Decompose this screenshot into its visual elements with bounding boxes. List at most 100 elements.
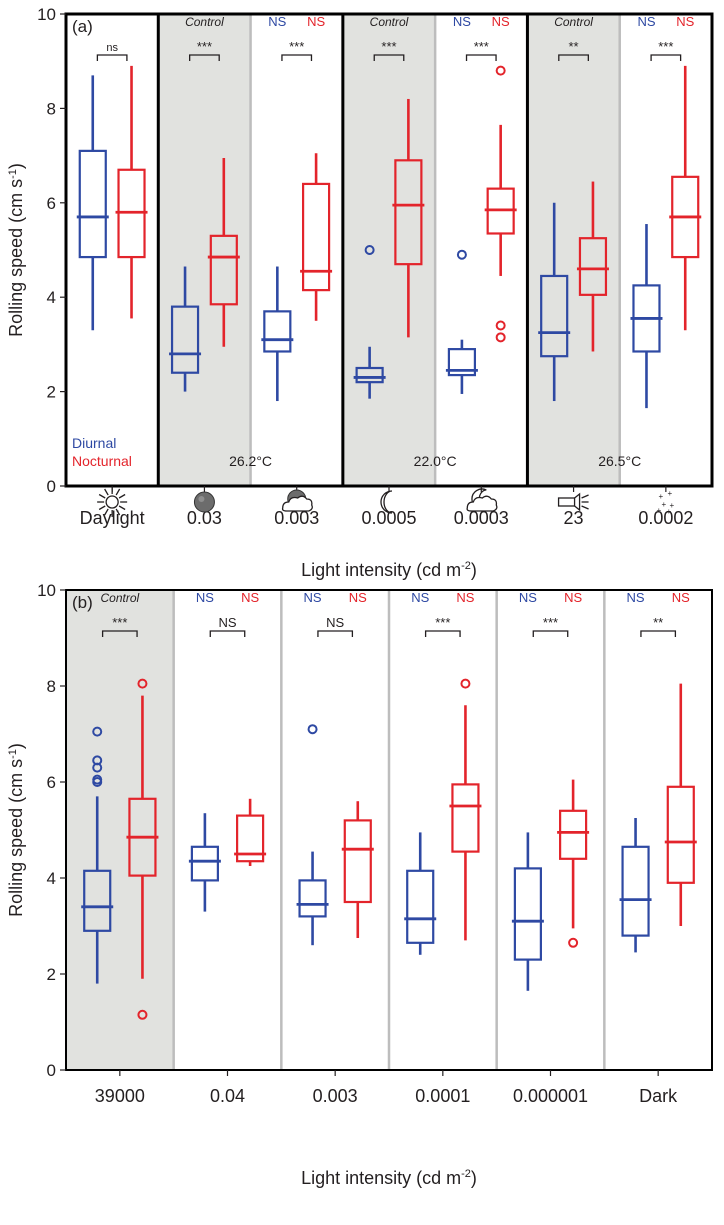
iqr-box	[355, 366, 384, 384]
moon-shade	[198, 496, 205, 502]
temperature-label: 26.2°C	[229, 453, 272, 469]
nocturnal-box	[576, 181, 609, 352]
full-moon-icon	[193, 491, 215, 513]
y-tick-label: 2	[47, 383, 56, 402]
nocturnal-box	[300, 153, 333, 321]
cloudy-moon-icon	[281, 489, 313, 512]
nocturnal-box	[207, 157, 240, 347]
cloud-shape	[281, 495, 313, 512]
star-glyph: +	[657, 506, 662, 515]
y-tick-label: 0	[47, 1061, 56, 1080]
outlier-point	[92, 774, 103, 785]
iqr-box	[451, 783, 480, 853]
iqr-box	[170, 305, 200, 374]
iqr-box	[263, 310, 292, 353]
diurnal-ns-note: NS	[637, 14, 655, 29]
iqr-box	[621, 845, 650, 937]
iqr-box	[447, 348, 477, 377]
diurnal-box	[619, 818, 652, 953]
diurnal-ns-note: NS	[411, 590, 429, 605]
significance-bracket	[640, 630, 677, 637]
diurnal-box	[188, 813, 221, 912]
x-tick-label: 23	[564, 508, 584, 528]
cloud-shape	[466, 495, 498, 512]
nocturnal-ns-note: NS	[349, 590, 367, 605]
x-tick-label: 0.0001	[415, 1086, 470, 1106]
shaded-region	[342, 14, 436, 486]
significance-bracket	[317, 630, 354, 637]
iqr-box	[298, 879, 327, 918]
star-glyph: +	[670, 501, 675, 510]
nocturnal-box	[669, 65, 702, 331]
temperature-label: 22.0°C	[414, 453, 457, 469]
x-tick-label: 0.0003	[454, 508, 509, 528]
iqr-box	[666, 785, 695, 884]
panel-a: 0 2 4 6 8 10 Rolling speed (cm s-1) Light inten…	[6, 5, 714, 580]
shaded-region	[527, 14, 620, 486]
significance-label: ***	[474, 39, 489, 54]
sun-ray	[118, 493, 126, 499]
diurnal-box	[538, 202, 571, 402]
y-tick-label: 2	[47, 965, 56, 984]
y-tick-label: 4	[47, 869, 56, 888]
sun-ray	[104, 488, 109, 496]
nocturnal-ns-note: NS	[241, 590, 259, 605]
sun-ray	[115, 488, 121, 496]
significance-label: NS	[326, 615, 344, 630]
outlier-point	[364, 245, 375, 255]
panel-label: (b)	[72, 593, 93, 612]
nocturnal-box	[392, 98, 425, 338]
nocturnal-box	[126, 678, 159, 1020]
diurnal-ns-note: NS	[196, 590, 214, 605]
outlier-point	[307, 724, 318, 735]
significance-bracket	[101, 630, 138, 637]
temperature-label: 26.5°C	[598, 453, 641, 469]
significance-label: ***	[658, 39, 673, 54]
flashlight-body	[557, 497, 576, 507]
diurnal-box	[76, 75, 109, 331]
nocturnal-box	[449, 678, 482, 941]
sun-ray	[98, 493, 106, 499]
diurnal-ns-note: NS	[268, 14, 286, 29]
outlier-point	[495, 332, 506, 343]
diurnal-box	[296, 724, 329, 946]
significance-label: **	[653, 615, 663, 630]
x-tick-label: 0.04	[210, 1086, 245, 1106]
control-note: Control	[554, 15, 593, 29]
iqr-box	[301, 182, 331, 292]
significance-bracket	[650, 54, 682, 61]
nocturnal-box	[115, 65, 148, 319]
diurnal-box	[81, 726, 114, 984]
significance-bracket	[373, 54, 405, 61]
light-ray	[581, 505, 589, 510]
x-axis-label: Light intensity (cd m-2)	[301, 560, 477, 580]
control-note: Control	[100, 591, 139, 605]
star-glyph: +	[662, 500, 667, 509]
diurnal-ns-note: NS	[519, 590, 537, 605]
significance-bracket	[281, 54, 313, 61]
panel-b: 0 2 4 6 8 10 Rolling speed (cm s-1) Light inten…	[6, 581, 713, 1188]
nocturnal-ns-note: NS	[456, 590, 474, 605]
outlier-point	[568, 937, 579, 948]
nocturnal-box	[557, 779, 590, 948]
x-axis-label: Light intensity (cd m-2)	[301, 1168, 477, 1188]
shaded-region	[158, 14, 251, 486]
panel-label: (a)	[72, 17, 93, 36]
significance-label: ***	[112, 615, 127, 630]
sun-ray	[118, 505, 126, 511]
legend-nocturnal: Nocturnal	[72, 453, 132, 469]
iqr-box	[209, 234, 238, 306]
diurnal-ns-note: NS	[627, 590, 645, 605]
nocturnal-ns-note: NS	[564, 590, 582, 605]
x-tick-label: 0.0002	[638, 508, 693, 528]
outlier-point	[460, 678, 471, 689]
significance-label: NS	[218, 615, 236, 630]
outlier-point	[92, 726, 103, 737]
diurnal-ns-note: NS	[304, 590, 322, 605]
nocturnal-ns-note: NS	[307, 14, 325, 29]
outlier-point	[456, 249, 467, 260]
diurnal-box	[404, 832, 437, 955]
nocturnal-ns-note: NS	[492, 14, 510, 29]
iqr-box	[78, 149, 107, 259]
